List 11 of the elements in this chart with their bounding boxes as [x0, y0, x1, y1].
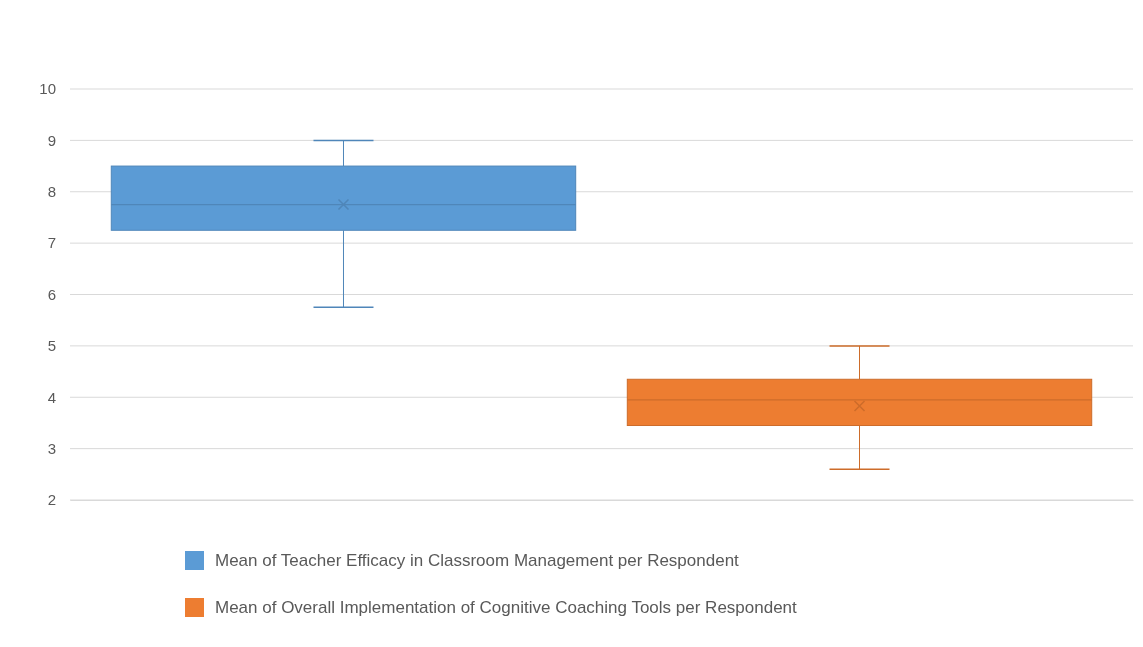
y-tick-label: 3: [47, 439, 56, 457]
y-tick-label: 7: [47, 234, 56, 252]
legend-label: Mean of Overall Implementation of Cognitive Coaching Tools per Respondent: [215, 598, 798, 617]
legend-label: Mean of Teacher Efficacy in Classroom Management per Respondent: [215, 551, 740, 570]
y-tick-label: 6: [47, 285, 56, 303]
y-tick-label: 10: [39, 80, 56, 98]
y-tick-label: 2: [47, 491, 56, 509]
y-tick-label: 9: [47, 131, 56, 149]
y-tick-label: 5: [47, 337, 56, 355]
y-tick-label: 8: [47, 183, 56, 201]
y-tick-label: 4: [47, 388, 56, 406]
